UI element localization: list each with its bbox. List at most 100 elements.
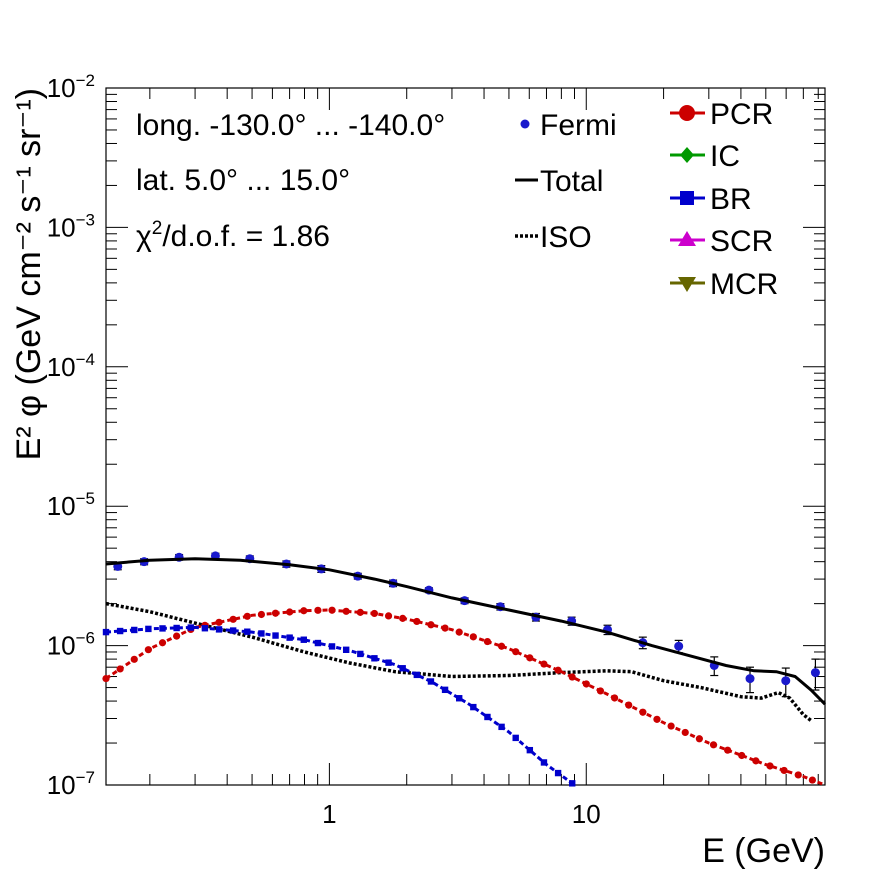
legend-label-ic: IC <box>710 140 740 173</box>
series-marker <box>159 625 166 632</box>
y-tick-label-base: 10 <box>47 212 76 242</box>
series-marker <box>102 674 110 683</box>
plot-frame <box>105 87 826 786</box>
series-marker <box>342 646 350 653</box>
legend-marker-mcr <box>678 277 696 292</box>
legend-marker-scr <box>678 231 696 246</box>
series-marker <box>766 762 774 770</box>
series-marker <box>328 606 336 614</box>
data-point <box>810 668 820 678</box>
legend-label-fermi: Fermi <box>540 109 617 142</box>
series-total <box>105 557 827 706</box>
series-marker <box>314 639 322 647</box>
series-marker <box>709 741 718 749</box>
series-marker <box>173 632 181 640</box>
legend-label-mcr: MCR <box>710 268 778 301</box>
y-tick-label: 10−2 <box>47 71 95 103</box>
series-marker <box>653 715 661 723</box>
annotation-chi2: χ2/d.o.f. = 1.86 <box>136 218 330 253</box>
series-marker <box>158 639 167 647</box>
series-marker <box>328 643 336 650</box>
y-tick-label: 10−7 <box>47 768 95 800</box>
series-marker <box>244 628 251 635</box>
series-marker <box>427 678 435 685</box>
legend-marker-ic <box>680 147 694 163</box>
series-line <box>105 601 813 722</box>
series-marker <box>752 757 760 765</box>
annotation-longitude: long. -130.0° ... -140.0° <box>136 109 445 142</box>
series-marker <box>427 621 435 629</box>
y-tick-label-exp: −7 <box>76 768 95 787</box>
series-marker <box>540 660 548 668</box>
series-marker <box>413 671 421 679</box>
x-tick-label: 1 <box>322 799 336 829</box>
series-marker <box>384 612 393 620</box>
y-tick-label-base: 10 <box>47 73 76 103</box>
series-marker <box>582 680 590 688</box>
series-marker <box>512 734 519 742</box>
y-tick-label-exp: −4 <box>76 350 95 369</box>
series-marker <box>356 608 364 616</box>
y-tick-label-exp: −5 <box>76 489 95 508</box>
series-marker <box>512 648 520 656</box>
legend: Fermi Total ISO PCR IC BR SCR MCR <box>515 98 778 301</box>
series-line <box>105 625 576 787</box>
y-tick-label-exp: −6 <box>76 629 95 648</box>
series-marker <box>413 617 421 626</box>
series-marker <box>611 694 619 702</box>
series-marker <box>215 618 223 626</box>
legend-label-total: Total <box>540 165 603 198</box>
series-marker <box>272 632 279 639</box>
chi2-value: /d.o.f. = 1.86 <box>162 220 330 253</box>
data-point <box>674 641 684 651</box>
series-br <box>102 624 576 787</box>
series-marker <box>243 612 251 620</box>
y-axis-title: E² φ (GeV cm⁻² s⁻¹ sr⁻¹) <box>10 88 48 460</box>
series-marker <box>497 642 506 650</box>
y-tick-label-base: 10 <box>47 352 76 382</box>
axis-ticks <box>106 88 825 786</box>
series-marker <box>314 606 322 614</box>
series-layer <box>102 551 827 787</box>
series-marker <box>145 625 152 633</box>
series-marker <box>116 665 124 673</box>
series-marker <box>526 746 534 754</box>
series-marker <box>498 723 505 731</box>
series-marker <box>667 722 675 730</box>
series-marker <box>554 666 562 674</box>
y-tick-label: 10−3 <box>47 210 95 242</box>
y-tick-label-base: 10 <box>47 631 76 661</box>
series-marker <box>568 673 576 681</box>
series-marker <box>371 655 378 662</box>
series-marker <box>469 633 477 641</box>
legend-label-scr: SCR <box>710 225 773 258</box>
series-marker <box>441 686 449 694</box>
series-marker <box>569 780 576 787</box>
series-marker <box>173 624 180 632</box>
tick-labels: 10−710−610−510−410−310−21 10 <box>47 71 601 829</box>
series-marker <box>357 650 364 658</box>
series-marker <box>370 609 379 618</box>
series-marker <box>215 626 223 633</box>
series-marker <box>385 659 392 666</box>
series-marker <box>526 654 534 662</box>
series-marker <box>300 607 308 615</box>
x-tick-label: 10 <box>572 799 601 829</box>
series-marker <box>187 624 194 631</box>
series-marker <box>131 626 138 634</box>
series-marker <box>596 687 605 695</box>
series-marker <box>399 614 407 622</box>
series-marker <box>554 769 562 777</box>
series-marker <box>780 766 788 775</box>
series-marker <box>808 776 816 784</box>
legend-label-pcr: PCR <box>710 98 773 131</box>
series-marker <box>639 708 647 716</box>
legend-marker-br <box>680 191 694 205</box>
series-marker <box>144 646 152 654</box>
series-marker <box>794 771 802 779</box>
series-marker <box>286 608 294 616</box>
series-marker <box>540 759 548 766</box>
y-tick-label-base: 10 <box>47 491 76 521</box>
data-point <box>781 676 791 686</box>
